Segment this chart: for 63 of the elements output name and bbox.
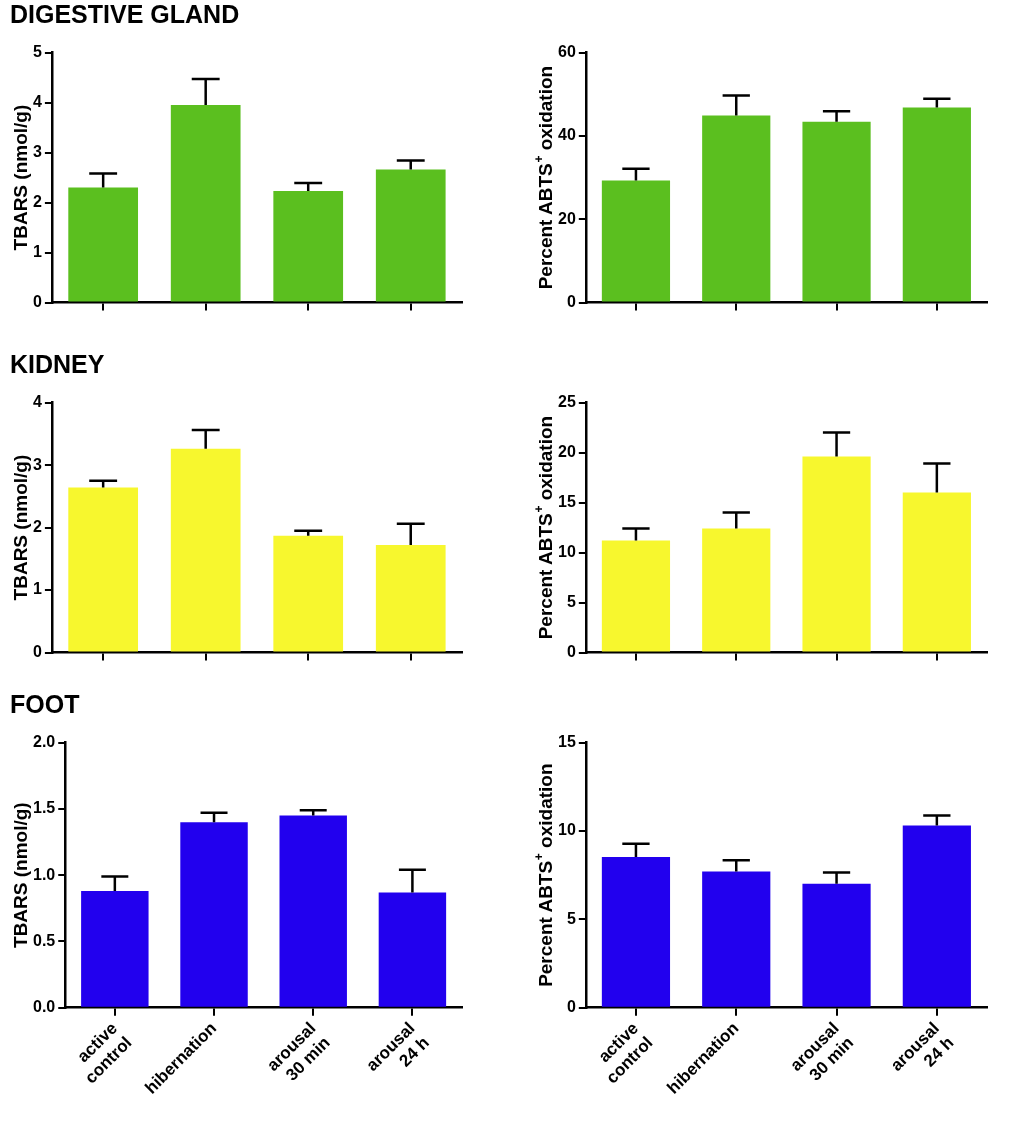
- y-tick-label: 0: [566, 998, 576, 1016]
- y-tick-label: 10: [558, 821, 576, 839]
- bar: [702, 115, 771, 302]
- y-tick-label: 15: [558, 733, 576, 751]
- y-tick-label: 2.0: [32, 733, 56, 751]
- bar: [902, 825, 971, 1007]
- y-tick-label: 25: [558, 393, 576, 411]
- y-tick-label: 0: [32, 292, 42, 310]
- y-tick-label: 1.0: [32, 865, 56, 883]
- bar: [601, 180, 671, 302]
- chart-title: FOOT: [10, 690, 80, 719]
- y-tick-label: 0: [566, 642, 576, 660]
- y-tick-label: 3: [32, 455, 42, 473]
- chart-title: KIDNEY: [10, 350, 105, 379]
- bar: [802, 456, 871, 652]
- bar: [273, 535, 344, 652]
- y-tick-label: 40: [558, 126, 576, 144]
- y-tick-label: 4: [32, 393, 42, 411]
- bar: [702, 871, 771, 1007]
- y-tick-label: 5: [566, 592, 576, 610]
- y-tick-label: 0: [32, 642, 42, 660]
- bar: [802, 883, 871, 1007]
- y-axis-title: Percent ABTS+ oxidation: [532, 763, 557, 987]
- bar: [375, 169, 446, 302]
- bar: [601, 540, 671, 652]
- y-tick-label: 3: [32, 143, 42, 160]
- y-axis-title: Percent ABTS+ oxidation: [532, 415, 557, 640]
- y-axis-title: TBARS (nmol/g): [10, 802, 32, 948]
- bar: [273, 191, 344, 302]
- y-axis-title: TBARS (nmol/g): [10, 454, 32, 601]
- bar: [180, 822, 248, 1007]
- y-tick-label: 5: [32, 43, 42, 61]
- bar: [68, 187, 139, 302]
- bar: [902, 492, 971, 652]
- y-tick-label: 0.5: [32, 931, 56, 949]
- bar: [601, 856, 671, 1007]
- bar: [81, 891, 149, 1007]
- y-axis-title: TBARS (nmol/g): [10, 104, 32, 251]
- bar: [170, 448, 241, 652]
- y-tick-label: 2: [32, 192, 42, 210]
- y-tick-label: 1: [32, 580, 42, 598]
- y-tick-label: 2: [32, 517, 42, 535]
- bar: [802, 121, 871, 302]
- y-axis-title: Percent ABTS+ oxidation: [532, 65, 557, 290]
- y-tick-label: 15: [558, 493, 576, 510]
- y-tick-label: 0: [566, 292, 576, 310]
- chart-title: DIGESTIVE GLAND: [10, 0, 240, 29]
- y-tick-label: 60: [558, 43, 576, 61]
- y-tick-label: 0.0: [32, 998, 56, 1016]
- y-tick-label: 1: [32, 242, 42, 260]
- bar: [902, 107, 971, 302]
- bar: [702, 528, 771, 652]
- y-tick-label: 20: [558, 209, 576, 227]
- bar: [68, 487, 139, 652]
- y-tick-label: 4: [32, 93, 42, 110]
- y-tick-label: 1.5: [32, 799, 56, 817]
- y-tick-label: 10: [558, 542, 576, 560]
- bar: [279, 815, 347, 1007]
- bar: [170, 105, 241, 302]
- y-tick-label: 5: [566, 909, 576, 927]
- bar: [378, 892, 447, 1007]
- y-tick-label: 20: [558, 443, 576, 460]
- bar: [375, 545, 446, 652]
